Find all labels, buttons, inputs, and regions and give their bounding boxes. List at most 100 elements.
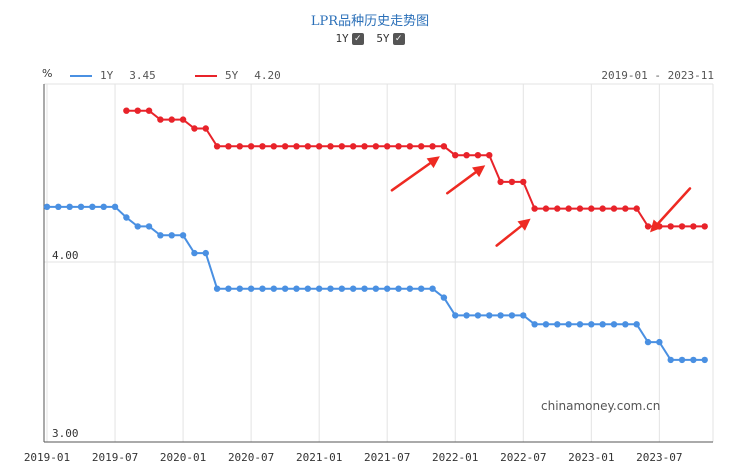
data-point-1y — [633, 321, 640, 328]
data-point-5y — [565, 205, 572, 212]
data-point-1y — [100, 203, 107, 211]
data-point-5y — [452, 152, 459, 159]
data-point-5y — [474, 152, 482, 159]
data-point-1y — [123, 214, 130, 221]
data-point-5y — [440, 143, 448, 150]
annotation-arrow-head — [650, 219, 663, 233]
data-point-5y — [531, 205, 538, 212]
data-point-1y — [327, 285, 334, 292]
data-point-1y — [678, 356, 686, 364]
legend-value-1y: 3.45 — [129, 69, 156, 82]
data-point-1y — [349, 285, 357, 292]
data-point-1y — [656, 338, 663, 346]
data-point-1y — [542, 321, 550, 328]
data-point-1y — [644, 338, 652, 346]
data-point-5y — [338, 143, 346, 150]
data-point-5y — [384, 143, 391, 150]
data-point-1y — [395, 285, 402, 292]
data-point-1y — [554, 321, 561, 328]
data-point-1y — [66, 203, 73, 211]
data-point-5y — [610, 205, 618, 212]
data-point-5y — [429, 143, 436, 150]
data-point-5y — [678, 223, 686, 230]
legend-item-1y[interactable]: 1Y 3.45 — [70, 69, 156, 82]
data-point-1y — [610, 321, 618, 328]
data-point-1y — [213, 285, 221, 292]
data-point-1y — [111, 203, 119, 211]
x-tick-label: 2022-01 — [432, 451, 478, 464]
data-point-1y — [622, 321, 629, 328]
toggle-1y-label: 1Y — [335, 32, 349, 45]
data-point-1y — [202, 249, 209, 257]
watermark: chinamoney.com.cn — [541, 399, 661, 413]
data-point-5y — [145, 107, 153, 114]
data-point-1y — [588, 321, 595, 328]
data-point-1y — [599, 321, 606, 328]
x-tick-label: 2021-07 — [364, 451, 410, 464]
data-point-5y — [622, 205, 629, 212]
data-point-1y — [452, 312, 459, 319]
x-tick-label: 2019-01 — [24, 451, 70, 464]
data-point-1y — [463, 312, 470, 319]
data-point-1y — [43, 203, 51, 211]
x-tick-label: 2020-07 — [228, 451, 274, 464]
legend-name-1y: 1Y — [100, 69, 114, 82]
data-point-1y — [191, 249, 198, 257]
checkbox-checked-icon[interactable]: ✓ — [392, 32, 405, 45]
data-point-1y — [236, 285, 243, 292]
data-point-1y — [55, 203, 62, 211]
data-point-5y — [236, 143, 243, 150]
data-point-5y — [327, 143, 334, 150]
data-point-5y — [259, 143, 266, 150]
data-point-1y — [225, 285, 232, 292]
data-point-5y — [520, 178, 527, 186]
data-point-5y — [315, 143, 323, 150]
toggle-5y[interactable]: 5Y ✓ — [376, 32, 405, 45]
y-tick-label: 3.00 — [52, 427, 79, 440]
data-point-1y — [145, 223, 153, 230]
data-point-1y — [565, 321, 572, 328]
data-point-5y — [168, 116, 175, 123]
data-point-5y — [281, 143, 289, 150]
date-range: 2019-01 - 2023-11 — [601, 69, 714, 82]
annotation-arrow — [495, 224, 523, 247]
data-point-5y — [418, 143, 425, 150]
annotation-arrow — [656, 187, 692, 225]
legend-name-5y: 5Y — [225, 69, 239, 82]
data-point-5y — [599, 205, 606, 212]
data-point-5y — [293, 143, 300, 150]
x-tick-label: 2023-01 — [568, 451, 614, 464]
data-point-5y — [701, 223, 708, 230]
data-point-5y — [633, 205, 640, 212]
data-point-1y — [77, 203, 85, 211]
data-point-5y — [361, 143, 368, 150]
data-point-1y — [338, 285, 346, 292]
series-line-5y — [126, 109, 705, 228]
annotation-arrow-head — [472, 165, 486, 178]
data-point-5y — [270, 143, 277, 150]
checkbox-checked-icon[interactable]: ✓ — [351, 32, 364, 45]
data-point-1y — [384, 285, 391, 292]
data-point-5y — [406, 143, 414, 150]
data-point-5y — [191, 125, 198, 132]
data-point-5y — [486, 152, 493, 159]
data-point-1y — [576, 321, 584, 328]
data-point-5y — [157, 116, 164, 123]
data-point-5y — [202, 125, 209, 132]
annotation-arrow — [446, 171, 477, 195]
data-point-5y — [225, 143, 232, 150]
data-point-1y — [474, 312, 482, 319]
data-point-5y — [542, 205, 550, 212]
data-point-1y — [429, 285, 436, 292]
toggle-5y-label: 5Y — [376, 32, 390, 45]
data-point-5y — [304, 143, 312, 150]
data-point-5y — [213, 143, 221, 150]
series-toggles: 1Y ✓ 5Y ✓ — [0, 32, 740, 45]
x-tick-label: 2021-01 — [296, 451, 342, 464]
legend-item-5y[interactable]: 5Y 4.20 — [195, 69, 281, 82]
data-point-1y — [281, 285, 289, 292]
legend-line-1y — [70, 74, 92, 77]
data-point-1y — [520, 312, 527, 319]
toggle-1y[interactable]: 1Y ✓ — [335, 32, 364, 45]
